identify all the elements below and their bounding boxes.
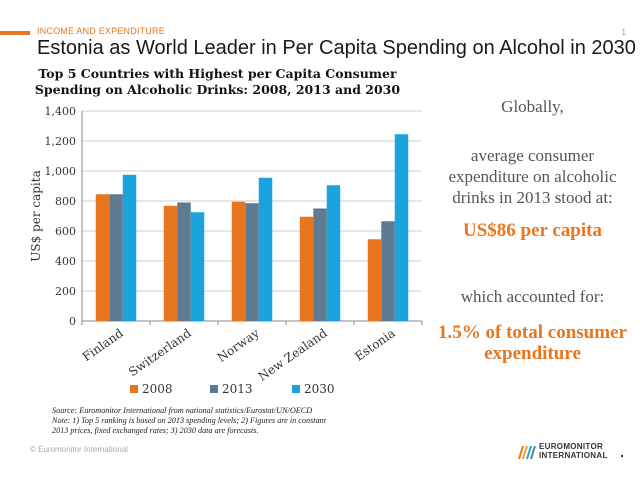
bar-2013 bbox=[313, 208, 327, 321]
x-tick-label: Norway bbox=[215, 326, 262, 365]
legend-swatch-2013 bbox=[210, 385, 218, 393]
copyright: © Euromonitor International bbox=[30, 445, 128, 454]
logo-line-2: INTERNATIONAL bbox=[539, 451, 608, 460]
y-tick-label: 1,200 bbox=[45, 135, 77, 148]
x-tick-label: Estonia bbox=[352, 326, 397, 364]
y-tick-label: 200 bbox=[55, 285, 76, 298]
sidebar-line-globally: Globally, bbox=[501, 97, 564, 116]
x-tick-label: Switzerland bbox=[126, 326, 194, 379]
bar-2013 bbox=[177, 202, 191, 321]
chart-title-line-2: Spending on Alcoholic Drinks: 2008, 2013… bbox=[34, 82, 401, 97]
bar-2030 bbox=[190, 212, 205, 321]
legend-swatch-2008 bbox=[130, 385, 138, 393]
bar-2013 bbox=[109, 194, 123, 321]
logo-stripes-icon bbox=[518, 446, 536, 459]
source-line-1: Source: Euromonitor International from n… bbox=[52, 406, 313, 415]
x-tick-label: Finland bbox=[80, 326, 126, 364]
page-title: Estonia as World Leader in Per Capita Sp… bbox=[37, 37, 636, 59]
highlight-per-capita: US$86 per capita bbox=[463, 220, 602, 241]
bar-2030 bbox=[122, 174, 137, 321]
accent-bar bbox=[0, 31, 30, 35]
euromonitor-logo: EUROMONITOR INTERNATIONAL bbox=[517, 440, 617, 464]
source-line-2: Note: 1) Top 5 ranking is based on 2013 … bbox=[52, 416, 327, 425]
bar-2013 bbox=[381, 221, 395, 321]
sidebar-facts: Globally, average consumer expenditure o… bbox=[425, 0, 640, 480]
chart-title: Top 5 Countries with Highest per Capita … bbox=[20, 66, 415, 98]
bar-2008 bbox=[367, 239, 382, 321]
bar-2008 bbox=[299, 216, 314, 321]
sidebar-line-2a: average consumer bbox=[470, 146, 595, 165]
chart-title-line-1: Top 5 Countries with Highest per Capita … bbox=[38, 66, 397, 81]
highlight-share-line-2: expenditure bbox=[484, 343, 581, 364]
bar-2013 bbox=[245, 203, 259, 321]
corner-dot bbox=[621, 455, 623, 457]
bar-2008 bbox=[95, 194, 110, 321]
bar-2030 bbox=[326, 185, 341, 321]
bar-2008 bbox=[231, 201, 246, 321]
logo-text: EUROMONITOR INTERNATIONAL bbox=[539, 442, 608, 460]
legend-label-2013: 2013 bbox=[222, 382, 253, 396]
section-label: INCOME AND EXPENDITURE bbox=[37, 26, 165, 36]
sidebar-line-3: which accounted for: bbox=[460, 287, 605, 306]
y-axis-label: US$ per capita bbox=[29, 170, 43, 262]
source-line-3: 2013 prices, fixed exchanged rates; 3) 2… bbox=[52, 426, 259, 435]
sidebar-line-2b: expenditure on alcoholic bbox=[448, 167, 617, 186]
legend-swatch-2030 bbox=[292, 385, 300, 393]
legend-label-2008: 2008 bbox=[142, 382, 173, 396]
bar-2030 bbox=[258, 177, 273, 321]
y-tick-label: 600 bbox=[55, 225, 76, 238]
highlight-share-line-1: 1.5% of total consumer bbox=[438, 322, 627, 343]
y-tick-label: 0 bbox=[69, 315, 76, 328]
source-note: Source: Euromonitor International from n… bbox=[52, 406, 422, 436]
logo-line-1: EUROMONITOR bbox=[539, 442, 604, 451]
bar-2008 bbox=[163, 205, 178, 321]
page-number: 1 bbox=[621, 28, 626, 37]
y-tick-label: 1,400 bbox=[45, 105, 77, 118]
y-tick-label: 400 bbox=[55, 255, 76, 268]
sidebar-line-2c: drinks in 2013 stood at: bbox=[452, 188, 613, 207]
y-tick-label: 1,000 bbox=[45, 165, 77, 178]
bar-2030 bbox=[394, 134, 409, 321]
x-tick-label: New Zealand bbox=[256, 326, 330, 384]
legend-label-2030: 2030 bbox=[304, 382, 335, 396]
y-tick-label: 800 bbox=[55, 195, 76, 208]
